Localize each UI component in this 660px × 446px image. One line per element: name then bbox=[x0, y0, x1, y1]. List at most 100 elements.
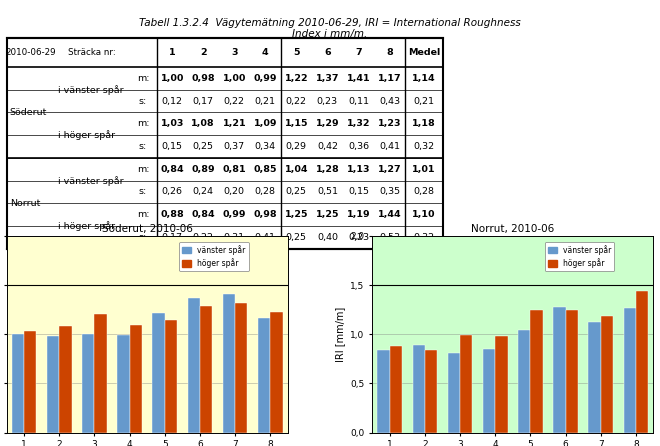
Text: 1,08: 1,08 bbox=[191, 120, 215, 128]
Bar bbox=[129, 326, 142, 433]
Text: 1,04: 1,04 bbox=[284, 165, 308, 174]
Bar bbox=[588, 322, 601, 433]
Text: 1,25: 1,25 bbox=[284, 210, 308, 219]
Text: m:: m: bbox=[137, 165, 149, 174]
Text: 0,17: 0,17 bbox=[193, 97, 214, 106]
Text: 1,37: 1,37 bbox=[315, 74, 339, 83]
Text: 5: 5 bbox=[293, 48, 300, 57]
Text: 0,37: 0,37 bbox=[224, 142, 245, 151]
Text: 0,25: 0,25 bbox=[193, 142, 214, 151]
Text: Medel: Medel bbox=[408, 48, 440, 57]
Text: 1,17: 1,17 bbox=[378, 74, 401, 83]
Legend: vänster spår, höger spår: vänster spår, höger spår bbox=[544, 242, 614, 272]
Text: 1,13: 1,13 bbox=[346, 165, 370, 174]
Text: 0,99: 0,99 bbox=[222, 210, 246, 219]
Text: 1,23: 1,23 bbox=[378, 120, 401, 128]
Text: 0,24: 0,24 bbox=[193, 187, 214, 197]
Bar bbox=[59, 326, 72, 433]
Y-axis label: IRI [mm/m]: IRI [mm/m] bbox=[335, 307, 345, 362]
Bar bbox=[390, 346, 402, 433]
Text: 0,32: 0,32 bbox=[413, 233, 434, 242]
Text: 0,15: 0,15 bbox=[162, 142, 183, 151]
Text: 2: 2 bbox=[200, 48, 207, 57]
Text: i vänster spår: i vänster spår bbox=[58, 85, 124, 95]
Bar bbox=[378, 350, 390, 433]
Text: 0,98: 0,98 bbox=[191, 74, 215, 83]
Text: 0,89: 0,89 bbox=[191, 165, 215, 174]
Text: 1,27: 1,27 bbox=[378, 165, 401, 174]
Text: m:: m: bbox=[137, 210, 149, 219]
Text: Tabell 1.3.2.4  Vägytemätning 2010-06-29, IRI = International Roughness
Index i : Tabell 1.3.2.4 Vägytemätning 2010-06-29,… bbox=[139, 17, 521, 39]
Text: 0,21: 0,21 bbox=[255, 97, 276, 106]
Text: 0,11: 0,11 bbox=[348, 97, 369, 106]
Text: 0,35: 0,35 bbox=[379, 187, 400, 197]
Text: 3: 3 bbox=[231, 48, 238, 57]
Text: 0,21: 0,21 bbox=[413, 97, 434, 106]
Text: 2010-06-29: 2010-06-29 bbox=[5, 48, 56, 57]
Text: 1,28: 1,28 bbox=[315, 165, 339, 174]
Text: 0,99: 0,99 bbox=[253, 74, 277, 83]
Text: 1,03: 1,03 bbox=[160, 120, 184, 128]
Text: 0,25: 0,25 bbox=[286, 233, 307, 242]
Text: i höger spår: i höger spår bbox=[58, 221, 116, 231]
Text: 1,32: 1,32 bbox=[346, 120, 370, 128]
Text: 1,22: 1,22 bbox=[284, 74, 308, 83]
Text: 1,41: 1,41 bbox=[346, 74, 370, 83]
Text: 0,42: 0,42 bbox=[317, 142, 338, 151]
Bar bbox=[566, 310, 578, 433]
Text: 1,00: 1,00 bbox=[160, 74, 184, 83]
Bar bbox=[412, 345, 425, 433]
Text: 1,09: 1,09 bbox=[253, 120, 277, 128]
Title: Norrut, 2010-06: Norrut, 2010-06 bbox=[471, 224, 554, 234]
Text: Norrut: Norrut bbox=[10, 199, 40, 208]
Text: 0,15: 0,15 bbox=[348, 187, 369, 197]
Text: 0,20: 0,20 bbox=[224, 187, 245, 197]
Text: Sträcka nr:: Sträcka nr: bbox=[69, 48, 116, 57]
Bar bbox=[495, 336, 508, 433]
Text: m:: m: bbox=[137, 120, 149, 128]
Text: s:: s: bbox=[139, 142, 147, 151]
Bar bbox=[165, 319, 177, 433]
Text: 1,25: 1,25 bbox=[315, 210, 339, 219]
Text: 0,53: 0,53 bbox=[379, 233, 400, 242]
Text: 0,12: 0,12 bbox=[162, 97, 183, 106]
Text: 7: 7 bbox=[355, 48, 362, 57]
Text: 1,01: 1,01 bbox=[412, 165, 436, 174]
Bar bbox=[82, 334, 94, 433]
Text: 1,00: 1,00 bbox=[222, 74, 246, 83]
Bar bbox=[235, 303, 248, 433]
Text: s:: s: bbox=[139, 187, 147, 197]
Bar bbox=[518, 330, 531, 433]
Text: 6: 6 bbox=[324, 48, 331, 57]
Text: 0,31: 0,31 bbox=[224, 233, 245, 242]
Bar bbox=[531, 310, 543, 433]
Text: 0,40: 0,40 bbox=[317, 233, 338, 242]
Bar bbox=[258, 318, 270, 433]
Bar bbox=[624, 308, 636, 433]
Text: 0,17: 0,17 bbox=[162, 233, 183, 242]
Bar bbox=[47, 336, 59, 433]
Text: 0,81: 0,81 bbox=[222, 165, 246, 174]
Text: 0,88: 0,88 bbox=[160, 210, 184, 219]
Text: s:: s: bbox=[139, 97, 147, 106]
Text: 0,84: 0,84 bbox=[160, 165, 184, 174]
Bar bbox=[200, 306, 213, 433]
Bar bbox=[152, 313, 165, 433]
Text: 1,14: 1,14 bbox=[412, 74, 436, 83]
Text: i höger spår: i höger spår bbox=[58, 130, 116, 140]
Bar bbox=[601, 316, 613, 433]
Text: 4: 4 bbox=[262, 48, 269, 57]
Bar bbox=[447, 353, 460, 433]
Text: 0,22: 0,22 bbox=[224, 97, 245, 106]
Text: 1,21: 1,21 bbox=[222, 120, 246, 128]
Text: 1,44: 1,44 bbox=[378, 210, 401, 219]
Text: m:: m: bbox=[137, 74, 149, 83]
Text: 0,22: 0,22 bbox=[193, 233, 214, 242]
Text: 0,85: 0,85 bbox=[253, 165, 277, 174]
Title: Söderut, 2010-06: Söderut, 2010-06 bbox=[102, 224, 193, 234]
Bar bbox=[24, 331, 36, 433]
Bar bbox=[460, 335, 473, 433]
Text: 0,23: 0,23 bbox=[317, 97, 338, 106]
Text: 8: 8 bbox=[386, 48, 393, 57]
Legend: vänster spår, höger spår: vänster spår, höger spår bbox=[179, 242, 249, 272]
